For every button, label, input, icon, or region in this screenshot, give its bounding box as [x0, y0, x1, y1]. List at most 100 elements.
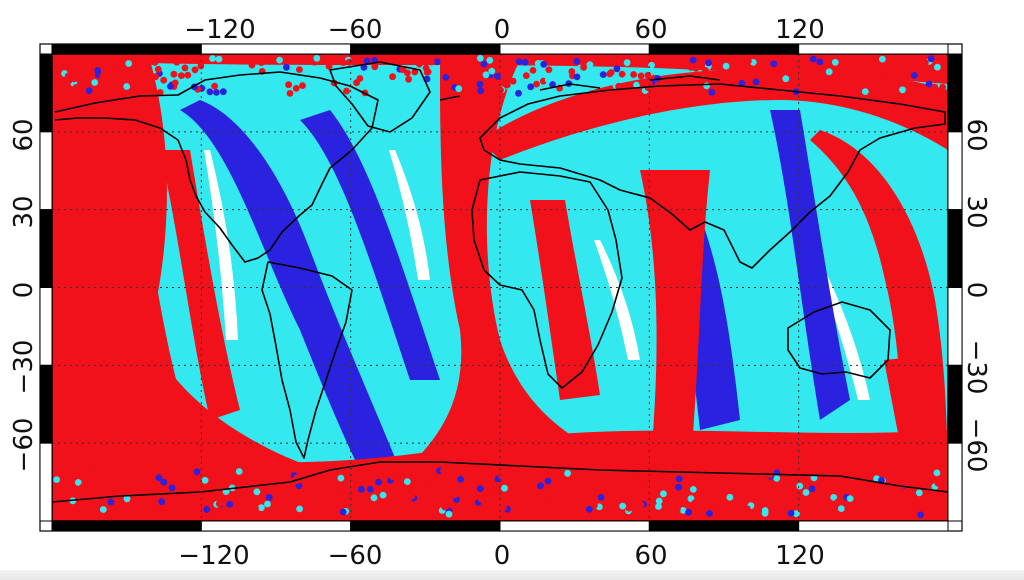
swath-dot: [142, 468, 150, 476]
lon-bar-top: [350, 43, 501, 55]
swath-dot: [679, 59, 687, 67]
swath-dot: [939, 83, 947, 91]
swath-dot: [455, 85, 463, 93]
right-lat-label: 0: [961, 282, 991, 299]
swath-dot: [476, 469, 484, 477]
swath-dot: [292, 85, 300, 92]
coverage-gap: [594, 240, 640, 360]
swath-dot: [537, 482, 544, 490]
red-swath: [530, 200, 600, 400]
swath-dot: [937, 88, 944, 96]
swath-dot: [915, 489, 923, 497]
swath-dot: [445, 510, 453, 518]
swath-dot: [184, 71, 192, 79]
swath-dot: [900, 507, 907, 514]
swath-dot: [757, 71, 765, 79]
swath-dot: [522, 72, 530, 79]
swath-dot: [94, 59, 101, 67]
swath-dot: [59, 79, 66, 87]
swath-dot: [917, 511, 924, 519]
swath-dot: [173, 58, 181, 66]
swath-dot: [606, 70, 614, 78]
swath-dot: [933, 469, 941, 477]
swath-dot: [107, 498, 115, 506]
swath-dot: [296, 505, 303, 513]
swath-dot: [312, 510, 320, 518]
swath-dot: [269, 506, 277, 514]
swath-dot: [156, 89, 164, 96]
swath-dot: [705, 59, 712, 67]
swath-dot: [226, 500, 234, 508]
swath-dot: [168, 484, 176, 492]
swath-dot: [457, 475, 464, 483]
swath-dot: [816, 474, 823, 482]
red-swath: [640, 170, 710, 470]
swath-dot: [502, 498, 509, 505]
lon-bar-top: [499, 43, 650, 55]
swath-dot: [879, 55, 886, 63]
swath-dot: [655, 497, 663, 505]
swath-dot: [770, 67, 777, 74]
swath-dot: [761, 509, 769, 517]
swath-dot: [842, 78, 850, 86]
swath-dot: [79, 483, 87, 491]
swath-dot: [85, 87, 93, 95]
swath-dot: [615, 82, 622, 90]
swath-dot: [630, 71, 637, 78]
top-lon-label: 60: [634, 15, 667, 45]
swath-dot: [443, 89, 450, 97]
swath-dot: [637, 501, 645, 509]
lat-bar-right: [947, 442, 963, 522]
swath-dot: [633, 81, 640, 89]
swath-dot: [544, 76, 552, 84]
swath-dot: [141, 81, 148, 89]
swath-dot: [178, 72, 185, 79]
right-lat-label: −60: [961, 418, 991, 473]
lat-bar-left: [39, 53, 53, 133]
swath-dot: [509, 77, 517, 85]
swath-dot: [134, 471, 142, 479]
left-lat-label: −60: [9, 418, 39, 473]
swath-dot: [792, 67, 800, 74]
swath-dot: [388, 508, 395, 516]
swath-dot: [325, 62, 333, 70]
swath-dot: [343, 87, 350, 95]
lat-bar-left: [39, 131, 53, 211]
bottom-lon-label: −60: [328, 541, 383, 571]
swath-dot: [943, 69, 948, 77]
lon-bar-top: [648, 43, 800, 55]
swath-dot: [135, 83, 143, 91]
swath-dot: [405, 75, 412, 83]
swath-dot: [181, 509, 189, 516]
right-lat-label: 30: [961, 195, 991, 228]
swath-dot: [363, 57, 371, 65]
swath-dot: [215, 500, 223, 508]
swath-dot: [201, 476, 209, 484]
swath-dot: [269, 65, 276, 73]
swath-dot: [130, 477, 137, 485]
swath-dot: [345, 58, 353, 66]
swath-dot: [580, 63, 587, 71]
swath-dot: [99, 72, 107, 80]
swath-dot: [675, 489, 683, 497]
swath-dot: [219, 88, 227, 96]
swath-dot: [702, 67, 709, 74]
swath-dot: [386, 484, 394, 491]
swath-dot: [99, 506, 107, 513]
swath-dot: [507, 86, 515, 94]
swath-dot: [919, 56, 927, 64]
bottom-lon-label: 120: [775, 541, 825, 571]
swath-dot: [879, 76, 887, 84]
lon-bar-top: [51, 43, 202, 55]
swath-dot: [830, 494, 838, 501]
swath-dot: [837, 58, 845, 66]
swath-dot: [74, 479, 82, 486]
swath-dot: [685, 508, 692, 516]
swath-dot: [441, 503, 449, 511]
lon-bar-top: [798, 43, 949, 55]
swath-dot: [91, 79, 99, 86]
swath-dot: [253, 488, 261, 496]
swath-dot: [471, 480, 478, 488]
blue-swath: [300, 110, 440, 380]
